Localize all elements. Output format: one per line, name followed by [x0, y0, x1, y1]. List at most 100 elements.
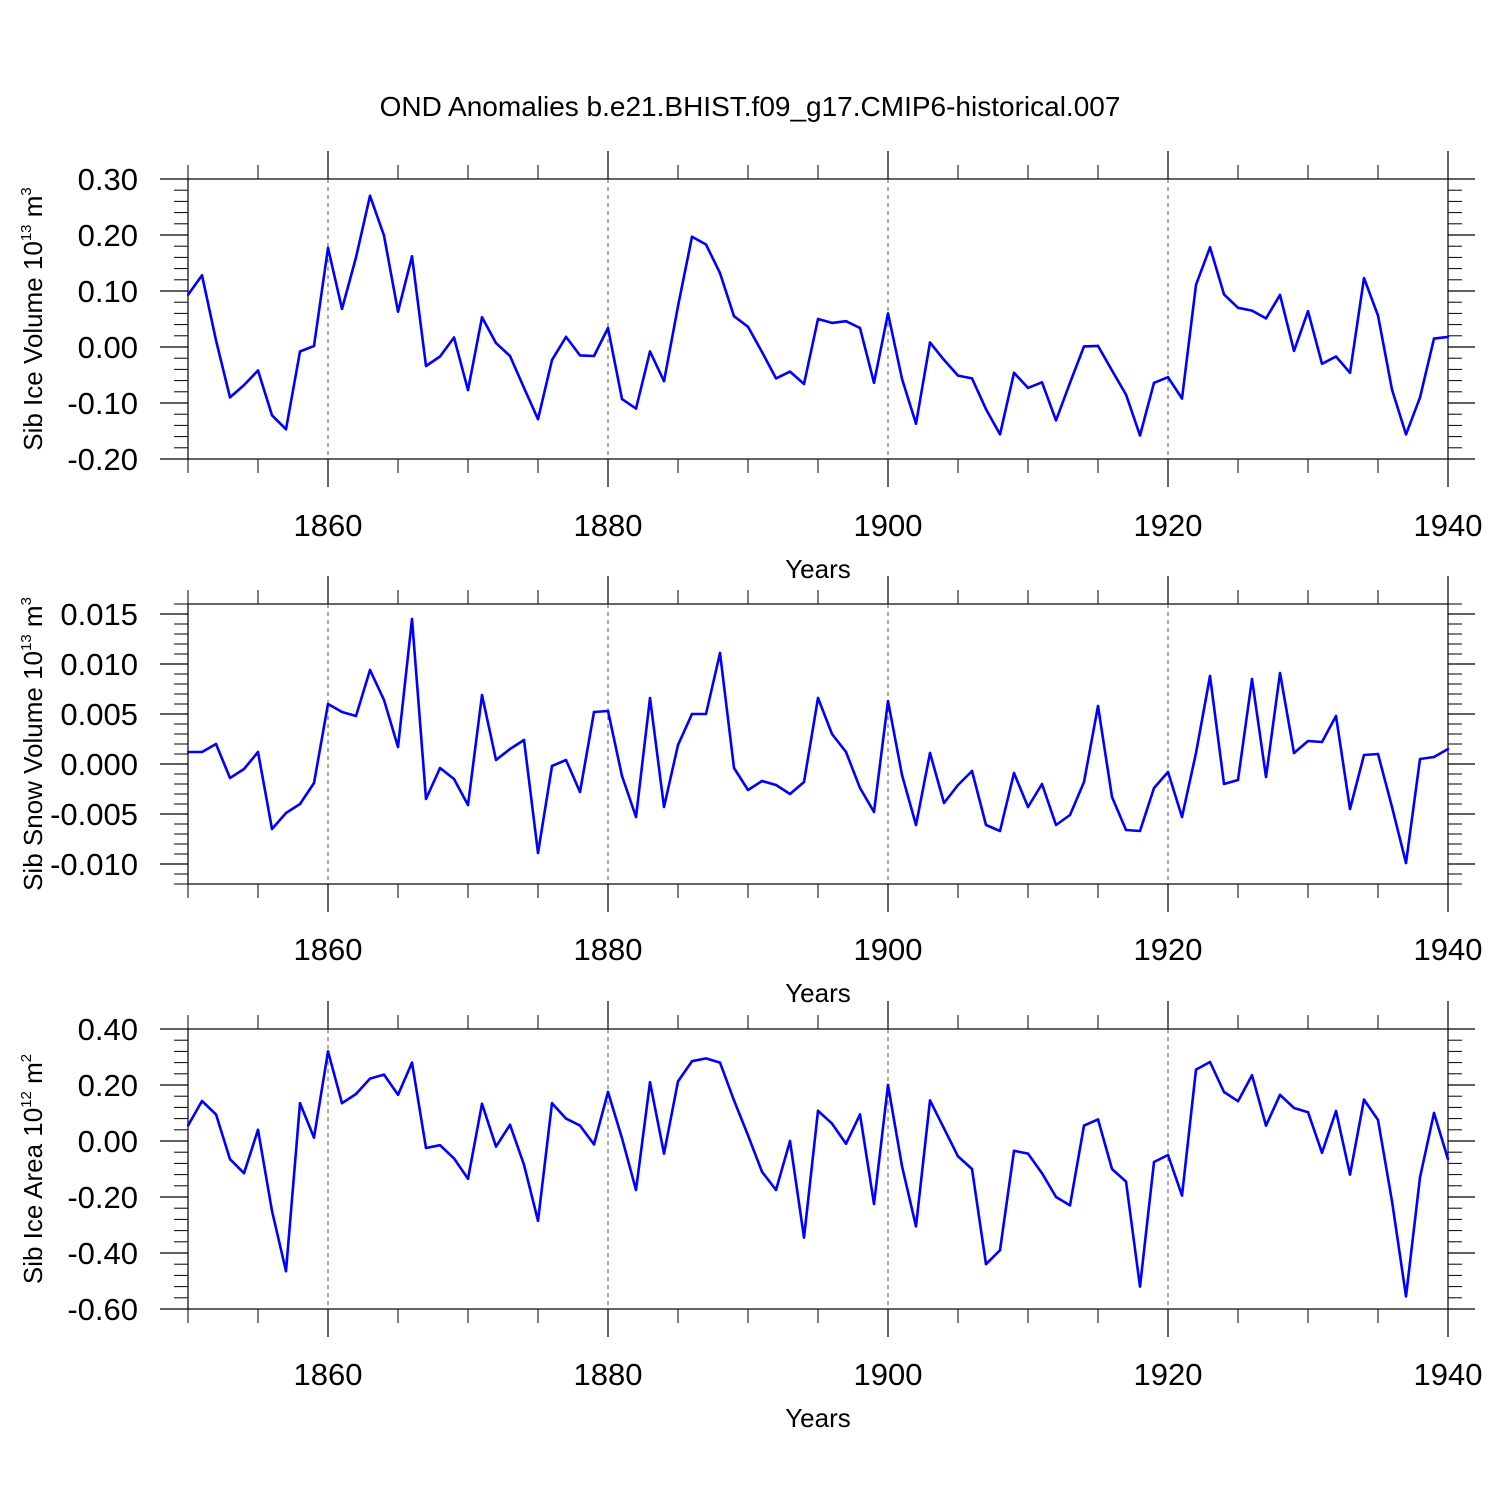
data-point — [424, 364, 428, 368]
data-point — [676, 1080, 680, 1083]
data-point — [676, 743, 680, 747]
y-axis-label-unit-exp: 3 — [18, 597, 35, 605]
data-point — [312, 344, 316, 348]
data-point — [1026, 1152, 1030, 1155]
y-tick-label: 0.015 — [60, 597, 138, 632]
data-point — [872, 381, 876, 385]
data-point — [186, 1124, 190, 1127]
data-point — [844, 750, 848, 754]
y-axis-label-exp: 13 — [18, 224, 35, 241]
data-point — [704, 1057, 708, 1060]
data-point — [1446, 747, 1450, 751]
panel-2: -0.010 -0.005 0.000 0.005 0.010 0.015 1860 1880… — [18, 576, 1482, 1008]
data-point — [1404, 1295, 1408, 1298]
data-point — [200, 1099, 204, 1103]
data-point — [970, 377, 974, 380]
data-point — [186, 750, 190, 754]
data-point — [1306, 309, 1310, 313]
data-point — [1124, 393, 1128, 396]
data-point — [1110, 1167, 1114, 1171]
data-point — [1292, 751, 1296, 755]
data-point — [802, 1236, 806, 1239]
data-point — [788, 1139, 792, 1143]
data-point — [578, 790, 582, 794]
data-point — [886, 699, 890, 703]
data-point — [690, 235, 694, 238]
data-point — [1180, 815, 1184, 819]
data-point — [704, 243, 708, 246]
data-point — [620, 1137, 624, 1140]
panel-1: -0.20 -0.10 0.00 0.10 0.20 0.30 1860 1880 1900 19… — [18, 151, 1482, 584]
y-tick-label: 0.40 — [78, 1012, 138, 1047]
data-point — [816, 1109, 820, 1112]
y-axis-label: Sib Ice Volume 1013 m3 — [18, 187, 48, 451]
data-point — [984, 1263, 988, 1266]
data-point — [508, 747, 512, 751]
data-point — [788, 370, 792, 373]
data-point — [1096, 704, 1100, 708]
data-point — [1110, 795, 1114, 799]
data-point — [242, 1172, 246, 1175]
data-point — [606, 1090, 610, 1094]
data-point — [1180, 397, 1184, 400]
y-tick-label: 0.20 — [78, 218, 138, 253]
x-tick-label: 1880 — [574, 508, 643, 543]
data-point — [438, 766, 442, 770]
data-point — [1082, 345, 1086, 348]
data-point — [872, 810, 876, 814]
data-point — [368, 1077, 372, 1080]
y-tick-label: -0.20 — [67, 442, 138, 477]
data-point — [662, 805, 666, 809]
y-tick-label: -0.20 — [67, 1180, 138, 1215]
data-point — [382, 698, 386, 702]
data-point — [956, 783, 960, 787]
data-point — [550, 358, 554, 362]
data-point — [718, 1061, 722, 1064]
data-point — [1278, 1093, 1282, 1097]
y-tick-label: -0.40 — [67, 1236, 138, 1271]
data-point — [746, 325, 750, 329]
data-point — [1180, 1194, 1184, 1197]
data-point — [718, 651, 722, 655]
y-axis-label-unit: m — [18, 605, 48, 634]
data-point — [760, 1170, 764, 1174]
data-point — [1446, 1158, 1450, 1161]
data-point — [648, 1081, 652, 1084]
data-point — [1040, 782, 1044, 786]
data-point — [522, 1163, 526, 1167]
data-point — [1082, 1124, 1086, 1127]
data-point — [760, 779, 764, 783]
data-point — [1250, 309, 1254, 312]
data-point — [382, 1073, 386, 1076]
data-point — [1418, 1176, 1422, 1179]
data-point — [774, 377, 778, 380]
data-point — [690, 712, 694, 716]
data-point — [1292, 349, 1296, 353]
data-point — [1026, 805, 1030, 809]
y-axis-label: Sib Ice Area 1012 m2 — [18, 1054, 48, 1284]
data-point — [312, 1136, 316, 1139]
data-point — [1012, 771, 1016, 775]
data-point — [1264, 1124, 1268, 1127]
data-point — [1194, 1068, 1198, 1071]
data-point — [1432, 1111, 1436, 1115]
data-point — [690, 1060, 694, 1063]
data-point — [1348, 1173, 1352, 1176]
data-point — [410, 255, 414, 258]
x-axis-label: Years — [785, 978, 851, 1008]
data-point — [508, 354, 512, 358]
data-point — [1404, 861, 1408, 865]
y-tick-label: -0.60 — [67, 1292, 138, 1327]
data-point — [858, 1113, 862, 1116]
y-tick-label: -0.10 — [67, 386, 138, 421]
data-point — [928, 1099, 932, 1102]
data-point — [550, 1102, 554, 1105]
data-point — [928, 341, 932, 344]
data-point — [1208, 674, 1212, 678]
data-point — [396, 1093, 400, 1097]
data-point — [536, 851, 540, 855]
data-point — [998, 829, 1002, 833]
data-point — [536, 1219, 540, 1223]
data-point — [984, 407, 988, 411]
data-point — [1026, 386, 1030, 390]
